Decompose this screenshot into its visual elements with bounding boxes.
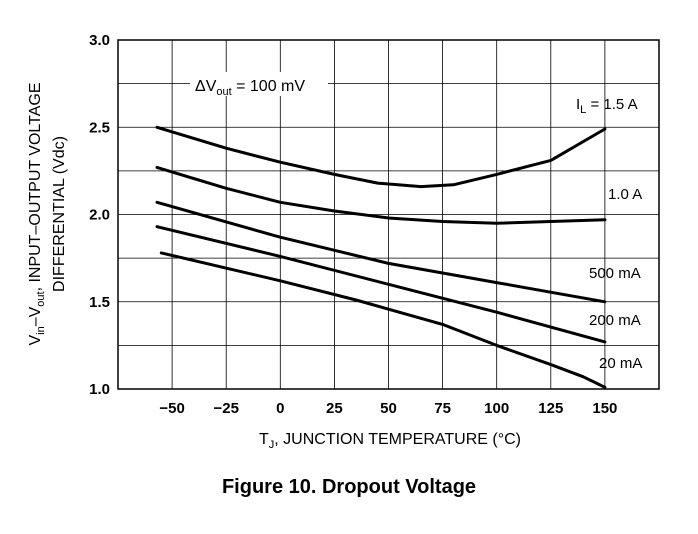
series-line-20-mA <box>159 251 607 389</box>
series-lines <box>155 125 607 389</box>
x-tick-label: 25 <box>326 400 343 417</box>
series-label-500mA: 500 mA <box>589 265 641 282</box>
x-tick-label: −25 <box>213 400 238 417</box>
series-label-200mA: 200 mA <box>589 312 641 329</box>
x-tick-label: 50 <box>380 400 397 417</box>
tick-labels: −50 −25 0 25 50 75 100 125 150 1.0 1.5 2.0 2.5 3.0 <box>89 32 617 417</box>
y-axis-title-line2: DIFFERENTIAL (Vdc) <box>51 136 68 292</box>
plot-frame <box>117 39 660 390</box>
series-label-20mA: 20 mA <box>599 355 642 372</box>
x-tick-label: 100 <box>484 400 509 417</box>
y-tick-label: 2.5 <box>89 119 110 136</box>
x-axis-title: TJ, JUNCTION TEMPERATURE (°C) <box>259 431 521 451</box>
annotation-label: ΔVout = 100 mV <box>195 78 305 98</box>
y-tick-label: 2.0 <box>89 207 110 224</box>
y-tick-label: 1.0 <box>89 381 110 398</box>
series-line-200-mA <box>155 225 607 344</box>
dropout-voltage-chart: −50 −25 0 25 50 75 100 125 150 1.0 1.5 2.0 2.5 3.0 ΔV… <box>27 32 660 451</box>
x-tick-label: 0 <box>276 400 284 417</box>
y-tick-label: 3.0 <box>89 32 110 49</box>
series-line-500-mA <box>155 200 607 304</box>
y-tick-label: 1.5 <box>89 294 110 311</box>
series-label-1.5A: IL = 1.5 A <box>576 96 638 116</box>
x-tick-label: 75 <box>434 400 451 417</box>
x-tick-label: 125 <box>538 400 563 417</box>
series-line-1.0-A <box>155 165 607 225</box>
annotation-bg <box>190 72 328 96</box>
y-axis-title-line1: Vin–Vout, INPUT–OUTPUT VOLTAGE <box>27 82 47 345</box>
x-tick-label: 150 <box>592 400 617 417</box>
figure-caption: Figure 10. Dropout Voltage <box>221 476 477 498</box>
series-label-1.0A: 1.0 A <box>608 186 642 203</box>
series-line-I-L-1.5-A <box>155 125 607 189</box>
x-tick-label: −50 <box>159 400 184 417</box>
